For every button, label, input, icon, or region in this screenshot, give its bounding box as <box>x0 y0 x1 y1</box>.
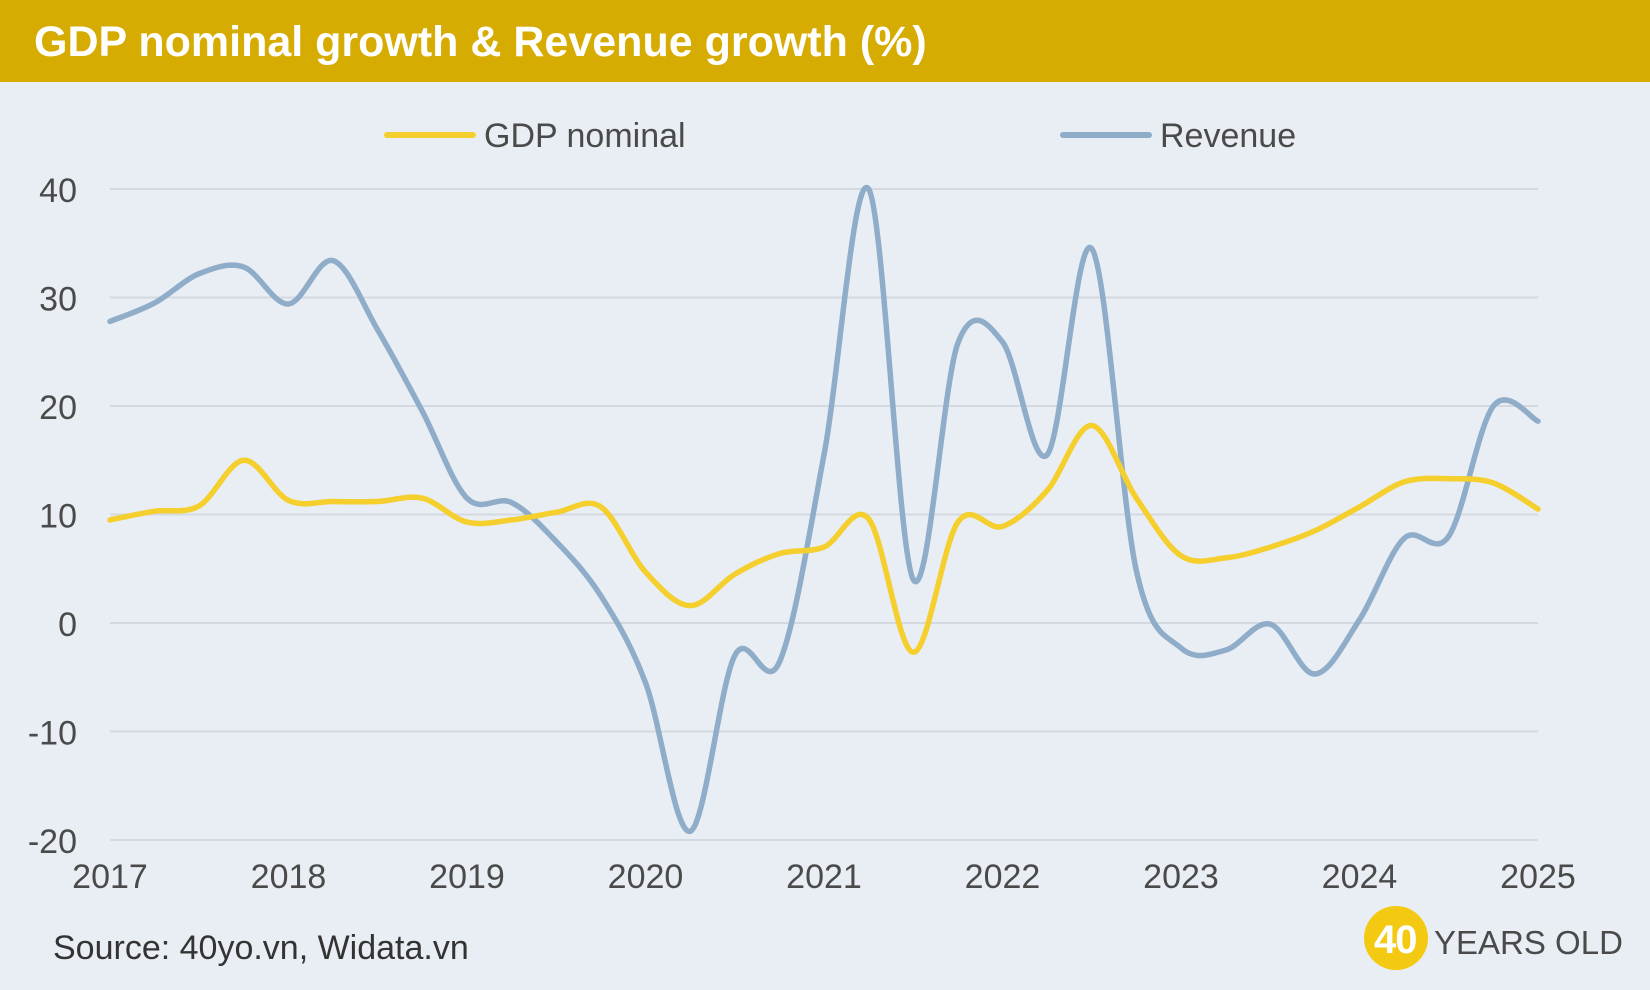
logo: 40 YEARS OLD <box>1364 906 1624 976</box>
y-tick-label: 20 <box>39 389 77 427</box>
logo-number: 40 <box>1374 918 1417 962</box>
x-tick-label: 2020 <box>608 858 684 896</box>
y-tick-label: 0 <box>58 606 77 644</box>
logo-circle <box>1364 906 1428 970</box>
line-chart: 40 30 20 10 0 -10 -20 2017 2018 2019 2020 2021 2022… <box>28 117 1576 896</box>
legend-label: GDP nominal <box>484 117 686 155</box>
x-tick-label: 2023 <box>1143 858 1219 896</box>
x-tick-label: 2022 <box>965 858 1041 896</box>
legend-label: Revenue <box>1160 117 1296 155</box>
x-tick-label: 2018 <box>251 858 327 896</box>
source-note: Source: 40yo.vn, Widata.vn <box>53 929 469 967</box>
y-tick-label: -20 <box>28 823 77 861</box>
y-tick-label: 40 <box>39 172 77 210</box>
series-lines <box>107 184 1541 835</box>
x-axis-ticks: 2017 2018 2019 2020 2021 2022 2023 2024 2025 <box>72 858 1576 896</box>
y-axis-ticks: 40 30 20 10 0 -10 -20 <box>28 172 77 861</box>
title-bar: GDP nominal growth & Revenue growth (%) <box>0 0 1650 82</box>
y-tick-label: 30 <box>39 281 77 319</box>
legend: GDP nominal Revenue <box>384 117 1296 155</box>
x-tick-label: 2025 <box>1500 858 1576 896</box>
x-tick-label: 2021 <box>786 858 862 896</box>
x-tick-label: 2017 <box>72 858 148 896</box>
logo-text: YEARS OLD <box>1434 924 1623 961</box>
x-tick-label: 2024 <box>1322 858 1398 896</box>
series-line-gdp-nominal <box>107 422 1541 656</box>
y-tick-label: -10 <box>28 715 77 753</box>
series-line-revenue <box>107 184 1541 835</box>
x-tick-label: 2019 <box>429 858 505 896</box>
grid-lines <box>110 188 1538 841</box>
chart-title: GDP nominal growth & Revenue growth (%) <box>34 18 927 66</box>
y-tick-label: 10 <box>39 498 77 536</box>
